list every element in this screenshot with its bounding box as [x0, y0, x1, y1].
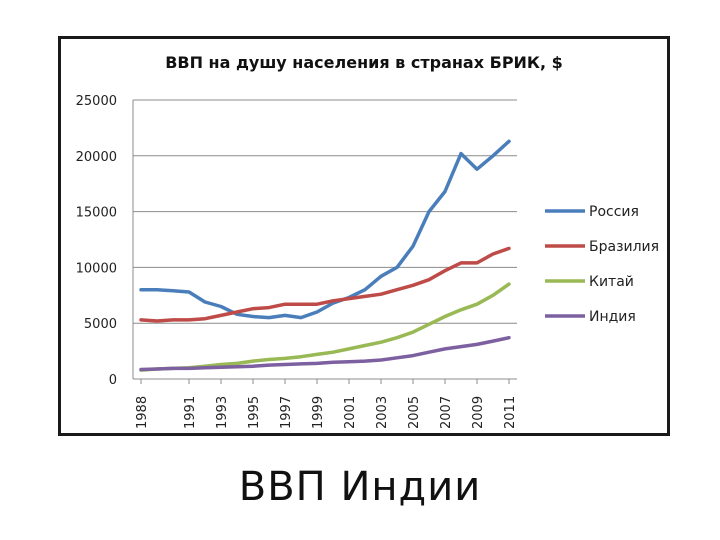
gridlines: [133, 99, 517, 324]
x-tick-label-2005: 2005: [407, 396, 422, 429]
x-tick-label-1988: 1988: [135, 396, 150, 429]
x-tick-label-1995: 1995: [247, 396, 262, 429]
y-tick-label-5000: 5000: [84, 317, 117, 332]
x-tick-label-2011: 2011: [503, 396, 518, 429]
axes: [132, 100, 517, 380]
x-tick-label-2003: 2003: [375, 396, 390, 429]
legend-label-2: Китай: [589, 274, 634, 290]
x-tick-label-2009: 2009: [471, 396, 486, 429]
x-tick-label-2001: 2001: [343, 396, 358, 429]
series-line-0: [139, 139, 511, 320]
legend: Россия Бразилия Китай Индия: [545, 204, 659, 325]
chart-frame: ВВП на душу населения в странах БРИК, $ …: [58, 36, 670, 436]
y-axis-ticks: 0 5000 10000 15000 20000 25000: [76, 94, 117, 388]
legend-label-0: Россия: [589, 204, 639, 220]
y-tick-label-25000: 25000: [76, 94, 117, 109]
x-tick-label-1999: 1999: [311, 396, 326, 429]
x-tick-label-2007: 2007: [439, 396, 454, 429]
slide-title: ВВП Индии: [238, 464, 482, 510]
y-tick-label-0: 0: [109, 373, 117, 388]
y-tick-label-10000: 10000: [76, 261, 117, 276]
x-tick-label-1991: 1991: [183, 396, 198, 429]
series-line-1: [139, 246, 511, 323]
legend-label-1: Бразилия: [589, 239, 659, 255]
y-tick-label-20000: 20000: [76, 150, 117, 165]
x-tick-label-1997: 1997: [279, 396, 294, 429]
chart-title: ВВП на душу населения в странах БРИК, $: [165, 53, 563, 72]
series-line-3: [139, 335, 511, 372]
x-tick-label-1993: 1993: [215, 396, 230, 429]
chart-svg: ВВП на душу населения в странах БРИК, $ …: [76, 53, 659, 429]
y-tick-label-15000: 15000: [76, 206, 117, 221]
x-axis-ticks: 1988 1991 1993 1995 1997 1999 2001 2003 2005 2007…: [135, 379, 518, 429]
series-lines: [139, 139, 511, 372]
legend-label-3: Индия: [589, 309, 636, 325]
